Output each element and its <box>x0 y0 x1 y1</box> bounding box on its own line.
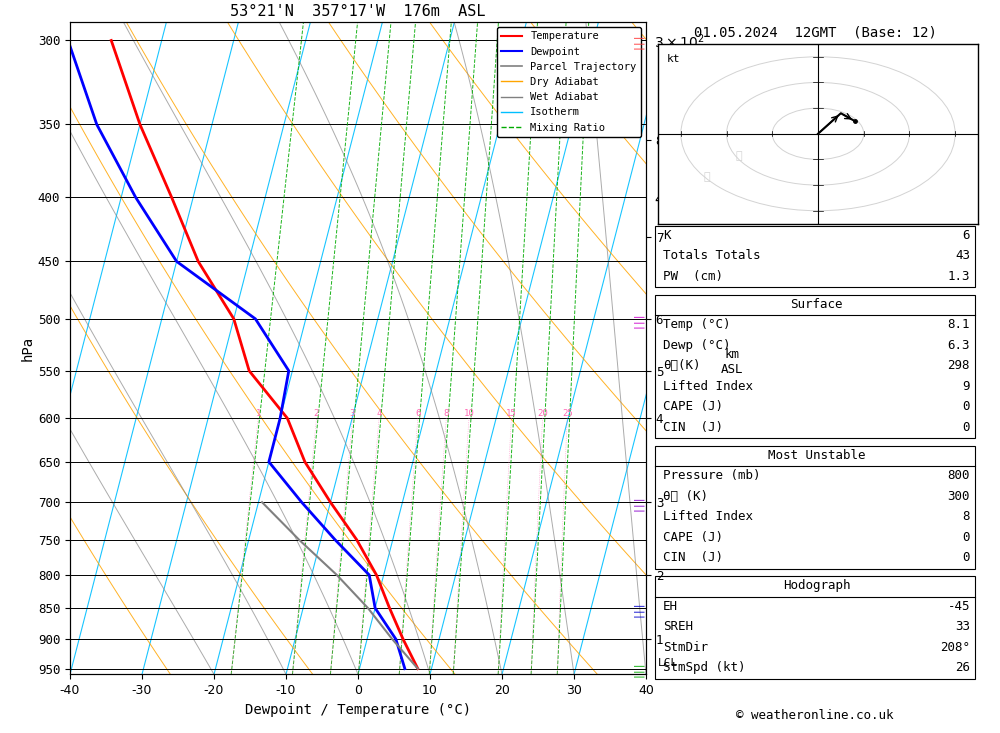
Text: LCL: LCL <box>658 658 678 668</box>
Text: Lifted Index: Lifted Index <box>663 510 753 523</box>
Text: PW  (cm): PW (cm) <box>663 270 723 283</box>
Y-axis label: km
ASL: km ASL <box>721 348 743 376</box>
Text: kt: kt <box>667 54 681 64</box>
Text: 9: 9 <box>962 380 970 393</box>
Text: 208°: 208° <box>940 641 970 654</box>
Text: 8: 8 <box>444 409 449 419</box>
Legend: Temperature, Dewpoint, Parcel Trajectory, Dry Adiabat, Wet Adiabat, Isotherm, Mi: Temperature, Dewpoint, Parcel Trajectory… <box>497 27 641 137</box>
Text: |||: ||| <box>632 493 642 511</box>
Text: K: K <box>663 229 670 242</box>
Text: 8: 8 <box>962 510 970 523</box>
X-axis label: Dewpoint / Temperature (°C): Dewpoint / Temperature (°C) <box>245 703 471 717</box>
Text: CAPE (J): CAPE (J) <box>663 531 723 544</box>
Text: 6: 6 <box>415 409 420 419</box>
Text: 0: 0 <box>962 551 970 564</box>
Text: 0: 0 <box>962 531 970 544</box>
Text: θᴇ (K): θᴇ (K) <box>663 490 708 503</box>
Text: 43: 43 <box>955 249 970 262</box>
Text: Pressure (mb): Pressure (mb) <box>663 469 761 482</box>
Text: 26: 26 <box>955 661 970 674</box>
Text: StmSpd (kt): StmSpd (kt) <box>663 661 746 674</box>
Text: |||: ||| <box>632 599 642 617</box>
Text: 6.3: 6.3 <box>948 339 970 352</box>
Text: 800: 800 <box>948 469 970 482</box>
Text: Most Unstable: Most Unstable <box>768 449 865 462</box>
Text: CAPE (J): CAPE (J) <box>663 400 723 413</box>
Text: 10: 10 <box>464 409 474 419</box>
Text: 20: 20 <box>537 409 548 419</box>
Text: CIN  (J): CIN (J) <box>663 551 723 564</box>
Text: CIN  (J): CIN (J) <box>663 421 723 434</box>
Text: 4: 4 <box>376 409 382 419</box>
Text: 2: 2 <box>314 409 319 419</box>
Text: © weatheronline.co.uk: © weatheronline.co.uk <box>736 709 894 722</box>
Text: 01.05.2024  12GMT  (Base: 12): 01.05.2024 12GMT (Base: 12) <box>694 26 936 40</box>
Text: SREH: SREH <box>663 620 693 633</box>
Text: StmDir: StmDir <box>663 641 708 654</box>
Text: Lifted Index: Lifted Index <box>663 380 753 393</box>
Text: 0: 0 <box>962 400 970 413</box>
Text: EH: EH <box>663 600 678 613</box>
Text: Totals Totals: Totals Totals <box>663 249 761 262</box>
Y-axis label: hPa: hPa <box>21 336 35 361</box>
Title: 53°21'N  357°17'W  176m  ASL: 53°21'N 357°17'W 176m ASL <box>230 4 486 20</box>
Text: Temp (°C): Temp (°C) <box>663 318 730 331</box>
Text: 0: 0 <box>962 421 970 434</box>
Text: 1: 1 <box>255 409 261 419</box>
Text: Surface: Surface <box>790 298 843 311</box>
Text: Ⓡ: Ⓡ <box>704 172 710 182</box>
Text: Dewp (°C): Dewp (°C) <box>663 339 730 352</box>
Text: |||: ||| <box>632 32 642 49</box>
Text: 33: 33 <box>955 620 970 633</box>
Text: 8.1: 8.1 <box>948 318 970 331</box>
Text: θᴇ(K): θᴇ(K) <box>663 359 700 372</box>
Text: 300: 300 <box>948 490 970 503</box>
Text: |||: ||| <box>632 660 642 677</box>
Text: 15: 15 <box>506 409 517 419</box>
Text: 25: 25 <box>562 409 573 419</box>
Text: 1.3: 1.3 <box>948 270 970 283</box>
Text: 298: 298 <box>948 359 970 372</box>
Text: 3: 3 <box>350 409 355 419</box>
Text: 6: 6 <box>962 229 970 242</box>
Text: Ⓡ: Ⓡ <box>736 152 742 161</box>
Text: -45: -45 <box>948 600 970 613</box>
Text: |||: ||| <box>632 310 642 328</box>
Text: Hodograph: Hodograph <box>783 579 850 592</box>
